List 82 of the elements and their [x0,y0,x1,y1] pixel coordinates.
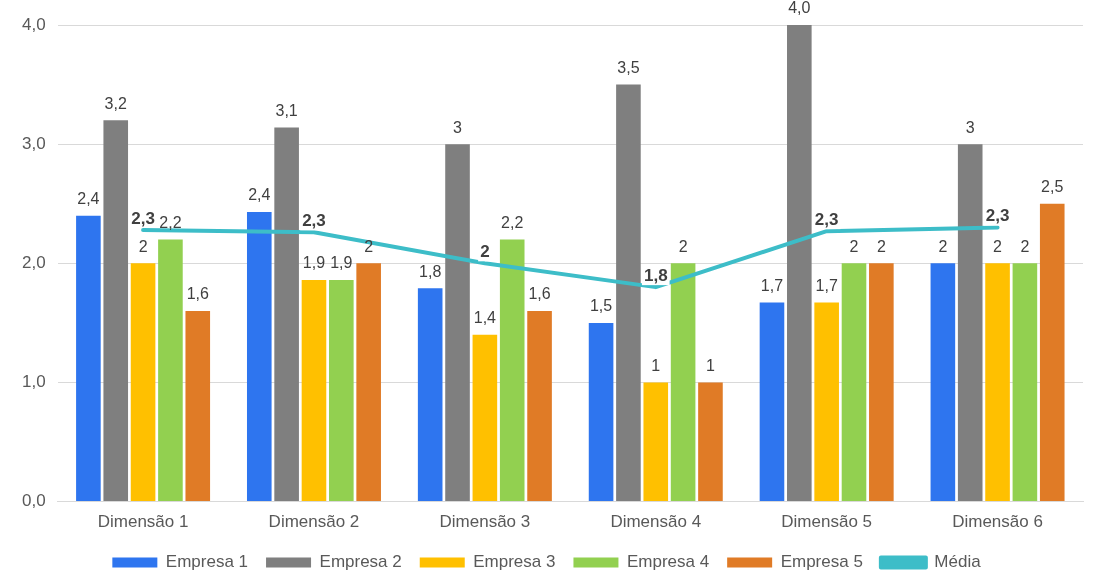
bar [356,263,381,502]
bar [985,263,1010,502]
bar [527,310,552,502]
bar [841,263,867,502]
bar [643,382,669,502]
data-label: 2 [138,237,148,255]
bar [274,127,299,502]
data-label: 1,4 [473,309,497,327]
data-label: 2,2 [159,213,182,231]
data-label: 2,5 [1041,178,1064,196]
x-tick-label: Dimensão 4 [610,512,702,532]
data-label: 3,2 [104,94,127,112]
data-label: 3 [965,118,975,136]
legend-label: Média [934,552,982,572]
data-label: 2,3 [985,206,1010,226]
data-label: 2 [993,237,1003,255]
bar [185,310,211,502]
bar [616,84,641,502]
legend-label: Empresa 2 [319,552,402,572]
x-tick-label: Dimensão 5 [781,512,873,532]
bar [787,25,812,502]
data-label: 4,0 [788,0,811,17]
data-label: 2,3 [302,211,326,231]
data-label: 1,6 [186,285,209,303]
bar [329,279,354,502]
bar [698,382,723,502]
data-label: 1 [706,356,715,374]
data-label: 1,7 [760,277,784,295]
bar [670,263,696,502]
data-label: 3,1 [275,101,298,119]
bar [445,144,470,502]
bar [130,263,156,502]
x-tick-label: Dimensão 6 [952,512,1043,532]
data-label: 1,6 [528,285,551,303]
data-label: 2,2 [501,213,524,231]
legend-label: Empresa 1 [165,552,249,572]
data-label: 2,4 [248,186,271,204]
bar [869,263,894,502]
data-label: 2,3 [814,209,839,229]
data-label: 2 [1020,237,1030,255]
data-label: 2 [480,241,490,261]
data-label: 2,3 [131,208,155,228]
data-label: 2 [678,237,688,255]
data-label: 1,8 [419,262,442,280]
bar [103,120,129,502]
bar [246,212,272,502]
bar [957,144,983,502]
legend-label: Empresa 5 [780,552,863,572]
bar [472,334,498,502]
legend-label: Empresa 4 [626,552,710,572]
x-tick-label: Dimensão 1 [97,512,189,532]
data-label: 2,4 [77,190,100,208]
x-tick-label: Dimensão 2 [268,512,360,532]
data-label: 3 [453,118,463,136]
data-label: 1 [651,356,661,374]
data-label: 3,5 [617,58,640,76]
data-label: 1,9 [330,254,353,272]
data-label: 1,8 [643,265,668,285]
y-tick-label: 4,0 [21,14,46,34]
bar [930,263,956,502]
y-tick-label: 2,0 [21,252,46,272]
data-label: 1,5 [589,297,613,315]
data-label: 2 [938,237,948,255]
legend-label: Empresa 3 [473,552,556,572]
bar [301,279,327,502]
bar [158,239,183,502]
bar [759,302,785,502]
y-tick-label: 3,0 [21,133,46,153]
bar [814,302,839,502]
data-label: 2 [849,237,859,255]
bar [588,322,614,502]
bar [1039,203,1065,502]
bar [76,215,101,502]
bar [499,239,525,502]
y-tick-label: 1,0 [21,372,46,392]
data-label: 1,9 [302,254,326,272]
bar [417,288,443,502]
bar [1012,263,1038,502]
data-label: 1,7 [815,277,838,295]
y-tick-label: 0,0 [21,491,46,511]
data-label: 2 [876,237,886,255]
x-tick-label: Dimensão 3 [439,512,531,532]
